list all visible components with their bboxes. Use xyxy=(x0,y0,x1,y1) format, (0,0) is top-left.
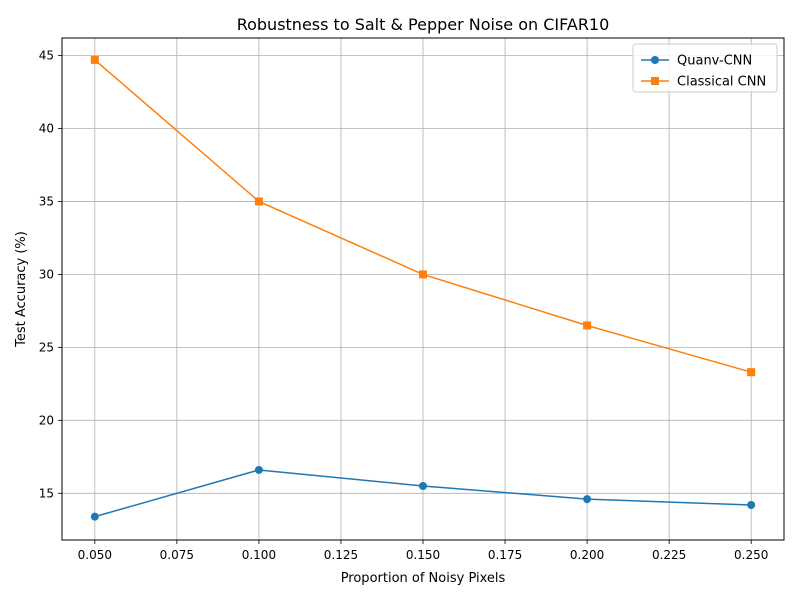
y-tick-label: 45 xyxy=(39,49,54,63)
data-point-quanv-cnn xyxy=(747,500,756,509)
x-axis-label: Proportion of Noisy Pixels xyxy=(341,571,506,586)
y-tick-label: 40 xyxy=(39,121,54,135)
x-tick-label: 0.175 xyxy=(488,548,522,562)
y-axis-ticks: 15 20 25 30 35 40 45 xyxy=(39,49,62,500)
data-point-classical-cnn xyxy=(747,368,756,377)
data-point-classical-cnn xyxy=(419,270,427,279)
y-tick-label: 35 xyxy=(39,194,54,208)
x-tick-label: 0.150 xyxy=(406,548,440,562)
data-point-quanv-cnn xyxy=(419,482,427,491)
data-point-classical-cnn xyxy=(254,197,263,206)
y-tick-label: 25 xyxy=(39,340,54,354)
series-layer xyxy=(90,55,756,521)
legend-box xyxy=(632,43,778,93)
legend: Quanv-CNN Classical CNN xyxy=(632,43,778,93)
y-tick-label: 20 xyxy=(39,413,54,427)
data-point-quanv-cnn xyxy=(583,495,592,504)
x-tick-label: 0.250 xyxy=(734,548,768,562)
data-point-classical-cnn xyxy=(583,321,592,330)
data-point-quanv-cnn xyxy=(90,512,99,521)
legend-label-classical-cnn: Classical CNN xyxy=(677,75,766,90)
x-axis-ticks: 0.050 0.075 0.100 0.125 0.150 0.175 0.200 0.225… xyxy=(78,540,768,562)
legend-label-quanv-cnn: Quanv-CNN xyxy=(677,54,752,69)
y-tick-label: 15 xyxy=(39,486,54,500)
legend-marker-classical-cnn xyxy=(651,77,659,85)
x-tick-label: 0.200 xyxy=(570,548,604,562)
x-tick-label: 0.050 xyxy=(78,548,112,562)
data-point-quanv-cnn xyxy=(254,465,263,474)
x-tick-label: 0.225 xyxy=(652,548,686,562)
x-tick-label: 0.100 xyxy=(242,548,276,562)
x-tick-label: 0.125 xyxy=(324,548,358,562)
x-tick-label: 0.075 xyxy=(160,548,194,562)
chart-title: Robustness to Salt & Pepper Noise on CIF… xyxy=(237,15,610,34)
legend-marker-quanv-cnn xyxy=(651,56,659,64)
y-axis-label: Test Accuracy (%) xyxy=(14,231,29,348)
data-point-classical-cnn xyxy=(90,55,99,64)
y-tick-label: 30 xyxy=(39,267,54,281)
grid-lines xyxy=(62,38,784,540)
